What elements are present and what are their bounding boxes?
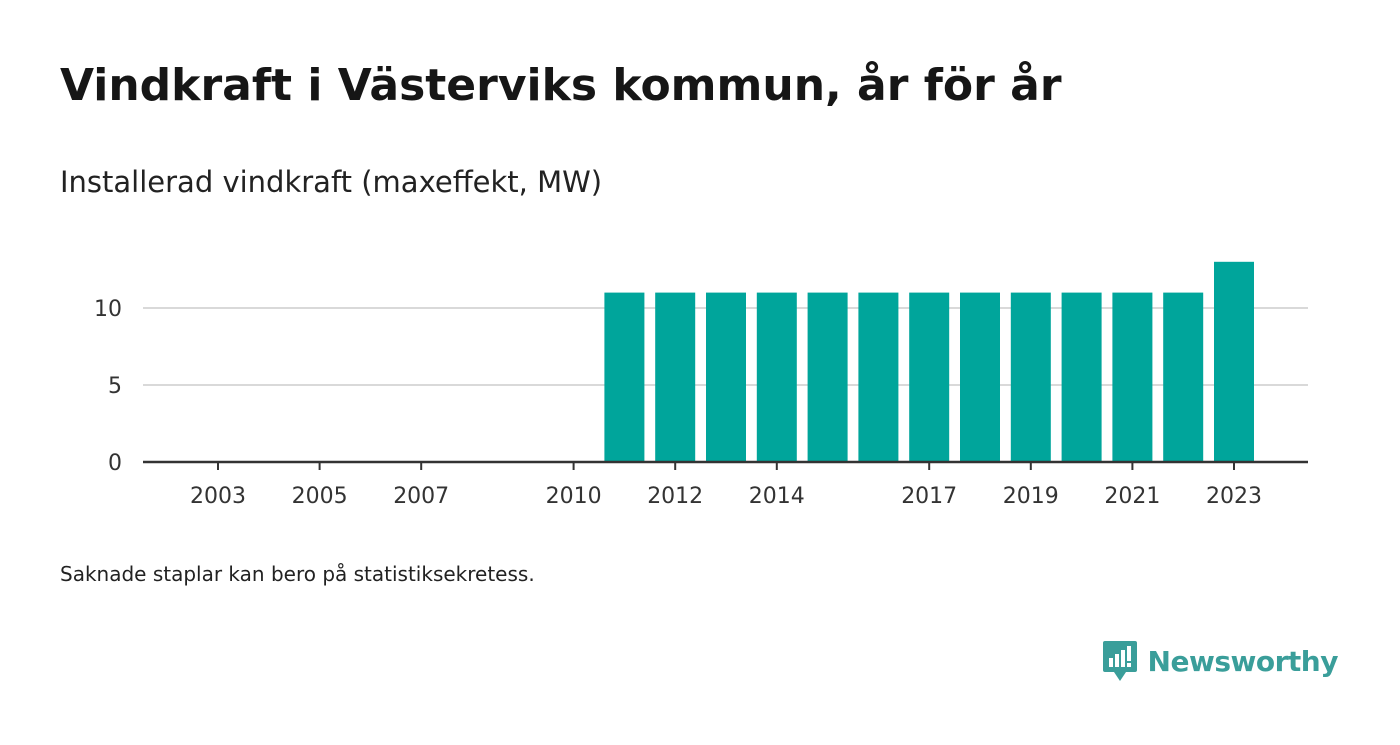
bar-2015 <box>807 292 848 462</box>
x-tick-label: 2017 <box>901 484 957 509</box>
x-tick-label: 2010 <box>546 484 602 509</box>
newsworthy-logo-icon <box>1102 641 1137 681</box>
bar-2011 <box>604 292 645 462</box>
bar-2013 <box>706 292 746 462</box>
y-tick-label: 5 <box>108 374 122 399</box>
footnote: Saknade staplar kan bero på statistiksek… <box>60 562 535 586</box>
x-tick-label: 2005 <box>292 484 348 509</box>
x-tick-label: 2019 <box>1003 484 1059 509</box>
bar-2018 <box>960 292 1000 462</box>
bar-2016 <box>858 292 899 462</box>
chart-title: Vindkraft i Västerviks kommun, år för år <box>60 60 1062 111</box>
y-tick-label: 0 <box>108 451 122 476</box>
x-tick-label: 2014 <box>749 484 805 509</box>
x-tick-label: 2007 <box>393 484 449 509</box>
chart-subtitle: Installerad vindkraft (maxeffekt, MW) <box>60 165 603 199</box>
x-tick-label: 2003 <box>190 484 246 509</box>
axes: 0 5 10 2003 2005 2007 2010 2012 2014 2017 2019 2021… <box>94 297 1308 509</box>
bar-2022 <box>1163 292 1204 462</box>
bar-2020 <box>1061 292 1102 462</box>
bar-2012 <box>655 292 696 462</box>
x-tick-label: 2023 <box>1206 484 1262 509</box>
bar-2014 <box>756 292 797 462</box>
y-tick-label: 10 <box>94 297 122 322</box>
x-tick-label: 2021 <box>1104 484 1160 509</box>
x-tick-label: 2012 <box>647 484 703 509</box>
bar-2017 <box>909 292 950 462</box>
bar-2019 <box>1010 292 1051 462</box>
bars <box>604 261 1254 462</box>
bar-2021 <box>1112 292 1153 462</box>
brand-logo: Newsworthy <box>1102 640 1339 682</box>
bar-chart: 0 5 10 2003 2005 2007 2010 2012 2014 2017 2019 2021… <box>94 261 1308 509</box>
bar-2023 <box>1214 261 1254 462</box>
brand-name: Newsworthy <box>1147 644 1339 678</box>
